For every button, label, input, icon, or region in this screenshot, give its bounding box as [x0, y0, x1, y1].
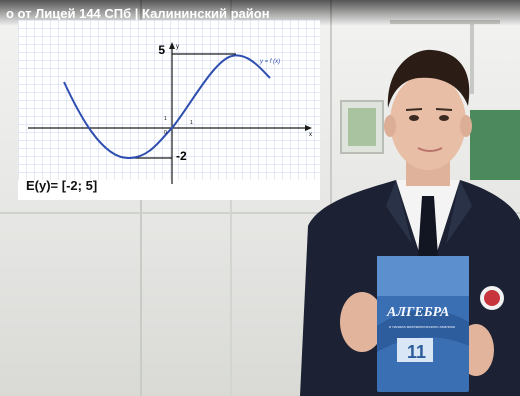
- wall-shelf: [470, 24, 474, 94]
- algebra-textbook[interactable]: АЛГЕБРА и начала математического анализа…: [377, 256, 469, 392]
- max-value-label: 5: [158, 43, 165, 57]
- function-graph-card: 5 -2 y x 1 0 1 y = f (x) E(y)= [-2; 5]: [18, 20, 320, 200]
- y-axis-arrow: [169, 42, 175, 49]
- wall-seam: [330, 0, 332, 396]
- school-badge-center: [484, 290, 500, 306]
- presenter-tie: [418, 196, 438, 274]
- presenter-ear: [460, 115, 472, 137]
- graph-grid: [18, 20, 320, 180]
- presenter-brow: [435, 108, 453, 111]
- origin-label: 0: [164, 130, 167, 136]
- function-label: y = f (x): [259, 59, 280, 65]
- presenter-eye: [409, 115, 419, 121]
- range-label: E(y)= [-2; 5]: [26, 178, 98, 193]
- book-grade: 11: [407, 342, 426, 362]
- y-axis-label: y: [176, 44, 179, 50]
- book-grade-box: [397, 338, 433, 362]
- presenter-lapel-left: [386, 180, 412, 244]
- video-title[interactable]: о от Лицей 144 СПб | Калининский район: [6, 6, 270, 21]
- wall-band: [0, 212, 520, 214]
- presenter-mouth: [417, 147, 443, 152]
- presenter-ear: [384, 115, 396, 137]
- presenter-lapel-right: [446, 180, 472, 244]
- book-title: АЛГЕБРА: [386, 305, 449, 320]
- presenter-hair: [387, 49, 470, 108]
- green-board: [470, 110, 520, 180]
- min-value-label: -2: [176, 149, 187, 163]
- function-curve: [63, 54, 271, 160]
- x-axis-label: x: [309, 132, 312, 138]
- book-cover-top: [377, 256, 469, 296]
- function-graph: 5 -2 y x 1 0 1 y = f (x): [18, 20, 320, 184]
- unit-y-label: 1: [164, 116, 167, 122]
- book-subtitle: и начала математического анализа: [389, 324, 456, 329]
- presenter-eye: [439, 115, 449, 121]
- presenter-face: [390, 74, 466, 170]
- wall-picture: [340, 100, 384, 154]
- presenter-brow: [405, 108, 423, 111]
- x-axis-arrow: [305, 125, 312, 131]
- unit-x-label: 1: [190, 120, 193, 126]
- presenter-left-hand: [340, 292, 384, 352]
